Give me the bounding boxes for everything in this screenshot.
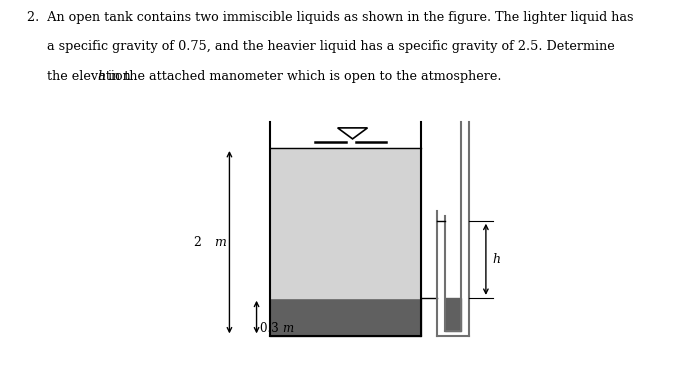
Text: h: h [97,70,105,83]
Text: 2.  An open tank contains two immiscible liquids as shown in the figure. The lig: 2. An open tank contains two immiscible … [27,11,634,24]
Text: 2: 2 [194,236,205,249]
Text: 0.3: 0.3 [260,321,283,335]
Text: m: m [282,321,294,335]
Text: a specific gravity of 0.75, and the heavier liquid has a specific gravity of 2.5: a specific gravity of 0.75, and the heav… [27,40,615,53]
Polygon shape [270,298,422,336]
Text: the elevation: the elevation [27,70,135,83]
Polygon shape [445,298,460,331]
Polygon shape [270,148,422,298]
Polygon shape [445,221,460,331]
Polygon shape [338,128,367,139]
Text: h: h [493,253,500,266]
Text: in the attached manometer which is open to the atmosphere.: in the attached manometer which is open … [104,70,501,83]
Text: m: m [214,236,226,249]
Polygon shape [445,123,460,331]
